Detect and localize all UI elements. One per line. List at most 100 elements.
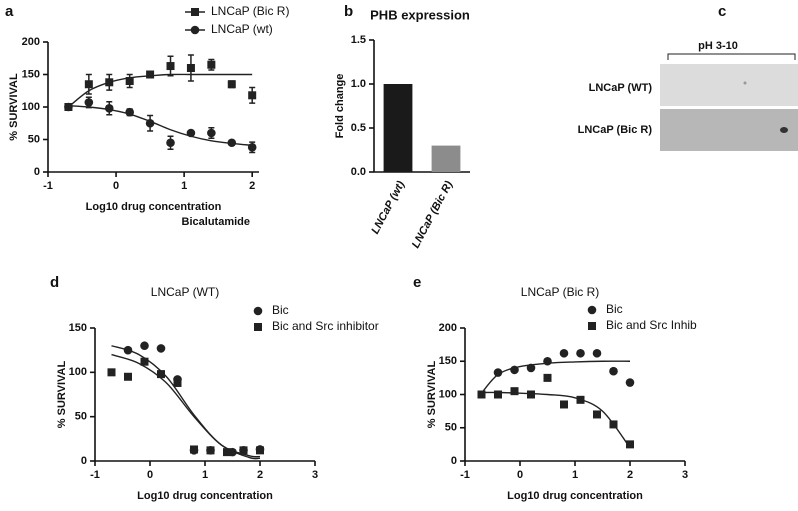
marker [166,62,175,71]
marker [543,373,552,382]
y-tick-label: 0.0 [351,166,366,178]
y-tick-label: 150 [439,355,457,367]
marker [186,128,196,138]
y-tick-label: 50 [445,422,457,434]
marker [173,378,182,387]
legend-label: Bic and Src Inhib [606,318,697,332]
y-tick-label: 150 [69,322,87,334]
panel-letter: d [50,274,59,291]
marker [227,80,236,89]
marker [84,80,93,89]
chart-title: LNCaP (WT) [151,285,219,299]
marker [625,378,635,387]
marker [156,344,166,353]
y-tick-label: 0 [81,455,87,467]
x-tick-label: 3 [682,469,688,481]
marker [477,390,486,399]
marker [593,410,601,419]
marker [626,440,634,449]
marker [64,102,73,112]
x-tick-label: 2 [627,469,633,481]
marker [107,368,116,377]
y-tick-label: 0 [34,166,40,178]
x-tick-label: LNCaP (Bic R) [410,179,456,250]
y-axis-label: % SURVIVAL [8,73,20,141]
marker [124,372,132,381]
marker [543,356,552,366]
marker [248,91,257,100]
blot-strip [660,64,798,106]
marker [104,104,114,113]
x-tick-label: 3 [312,469,318,481]
legend-marker [191,8,199,16]
fit-curve [111,345,261,458]
bar [431,145,461,172]
y-tick-label: 1.5 [351,34,366,46]
legend-label: LNCaP (wt) [211,22,273,36]
marker [609,366,618,376]
marker [247,143,257,152]
x-axis-label: Log10 drug concentration [507,490,643,502]
panel-letter: b [344,3,353,20]
y-axis-label: % SURVIVAL [426,361,438,429]
marker [206,446,215,455]
y-tick-label: 200 [439,322,457,334]
x-tick-label: -1 [43,180,53,192]
marker [207,60,216,69]
x-tick-label: -1 [460,469,470,481]
y-axis-label: Fold change [334,74,346,139]
y-tick-label: 100 [439,388,457,400]
x-tick-label: 2 [249,180,255,192]
blot-spot [780,127,788,133]
x-tick-label: LNCaP (wt) [369,179,407,236]
legend-label: Bic [606,302,623,316]
x-axis-label: Bicalutamide [182,216,250,228]
legend-label: LNCaP (Bic R) [211,4,289,18]
marker [166,138,175,148]
y-tick-label: 100 [69,366,87,378]
marker [105,78,114,87]
x-tick-label: 1 [202,469,208,481]
marker [239,446,248,455]
blot-bracket [667,53,796,60]
marker [125,107,134,117]
marker [609,420,618,429]
legend-marker [254,323,262,331]
x-tick-label: 0 [147,469,153,481]
marker [125,77,134,85]
fit-curve [481,391,631,449]
x-tick-label: 1 [181,180,187,192]
y-tick-label: 1.0 [351,78,366,90]
marker [123,345,133,355]
blot-row-label: LNCaP (Bic R) [578,124,653,136]
marker [227,138,237,148]
y-tick-label: 0.5 [351,122,366,134]
x-tick-label: 2 [257,469,263,481]
marker [559,348,569,358]
legend-marker [190,25,200,35]
blot-strip [660,109,798,151]
marker [146,70,155,79]
panel-letter: c [718,3,726,20]
marker [560,400,568,409]
marker [140,341,149,351]
y-axis-label: % SURVIVAL [56,361,68,429]
blot-spot [743,81,747,85]
marker [84,98,94,107]
marker [576,395,585,404]
marker [493,368,503,377]
fit-curve [67,73,253,108]
x-tick-label: 0 [517,469,523,481]
legend-marker [588,322,596,330]
y-tick-label: 200 [22,36,40,48]
panel-letter: a [5,3,14,20]
marker [256,446,264,455]
marker [494,390,502,399]
fit-curve [68,105,253,147]
marker [140,357,149,366]
x-axis-label: Log10 drug concentration [86,201,222,213]
x-axis-label: Log10 drug concentration [137,490,273,502]
marker [526,363,536,373]
marker [576,348,585,358]
